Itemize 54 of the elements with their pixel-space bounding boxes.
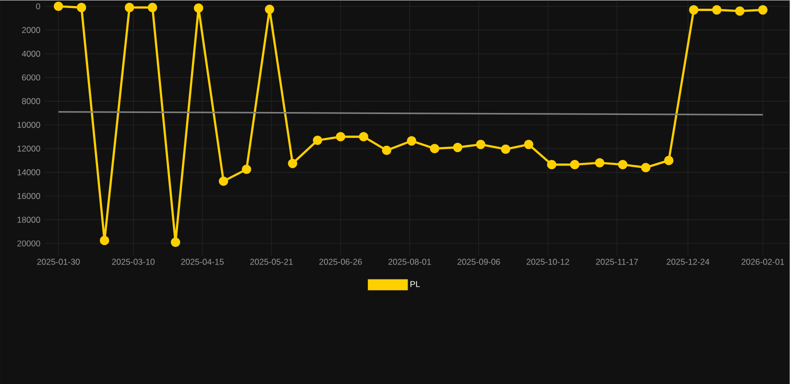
x-tick-label: 2025-08-01 — [388, 258, 431, 265]
y-tick-label: 20000 — [17, 240, 40, 246]
y-tick-label: 14000 — [18, 169, 40, 176]
x-tick-label: 2025-06-26 — [319, 258, 362, 265]
x-tick-label: 2025-11-17 — [596, 258, 638, 265]
point — [570, 160, 580, 170]
point — [430, 144, 440, 154]
point — [288, 158, 298, 168]
point — [54, 2, 64, 11]
x-tick-label: 2025-05-21 — [250, 258, 293, 265]
point — [264, 4, 274, 14]
point — [100, 236, 110, 246]
point — [500, 144, 510, 154]
y-tick-label: 10000 — [18, 122, 40, 128]
point — [524, 140, 534, 150]
legend-label: PL — [410, 281, 420, 287]
point — [148, 2, 158, 12]
point — [452, 142, 462, 152]
y-tick-label: 2000 — [22, 26, 40, 33]
point — [594, 158, 604, 168]
point — [170, 237, 180, 247]
point — [758, 5, 768, 14]
point — [218, 176, 228, 186]
point — [712, 5, 722, 14]
y-tick-label: 16000 — [18, 192, 40, 199]
y-tick-label: 4000 — [22, 50, 40, 57]
point — [618, 160, 628, 170]
x-tick-label: 2026-02-01 — [742, 258, 784, 265]
x-tick-label: 2025-09-06 — [458, 258, 500, 265]
point — [689, 5, 698, 14]
point — [382, 146, 392, 155]
point — [358, 132, 368, 142]
point — [76, 2, 86, 12]
point — [735, 6, 744, 16]
x-tick-label: 2025-04-15 — [181, 258, 224, 265]
x-tick-label: 2025-10-12 — [526, 258, 570, 265]
y-tick-label: 8000 — [22, 98, 40, 104]
y-tick-label: 18000 — [18, 216, 40, 223]
point — [664, 156, 674, 166]
x-tick-label: 2025-12-24 — [666, 258, 710, 265]
point — [547, 160, 556, 170]
x-tick-label: 2025-03-10 — [112, 258, 155, 265]
y-tick-label: 0 — [36, 3, 40, 10]
point — [124, 2, 134, 12]
point — [312, 135, 322, 145]
point — [476, 140, 486, 150]
point — [194, 3, 204, 13]
point — [641, 162, 650, 172]
point — [406, 136, 416, 146]
point — [336, 132, 346, 142]
y-tick-label: 12000 — [18, 145, 40, 152]
x-tick-label: 2025-01-30 — [37, 258, 80, 265]
y-tick-label: 6000 — [22, 74, 40, 80]
point — [242, 164, 252, 174]
